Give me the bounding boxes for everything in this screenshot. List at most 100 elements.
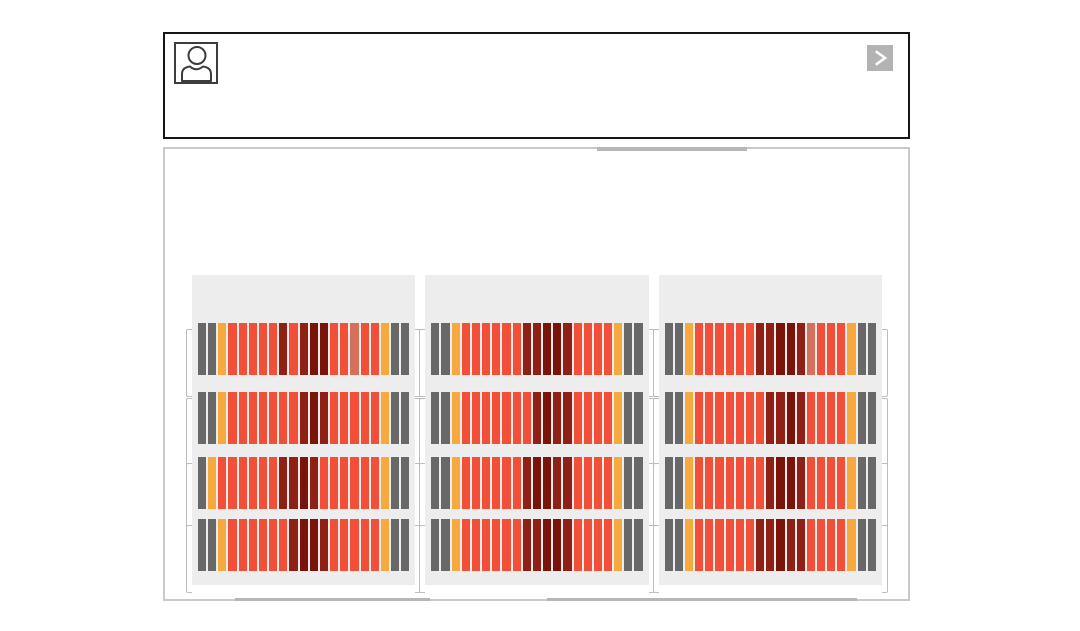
- book-spine[interactable]: [502, 323, 511, 375]
- book-spine[interactable]: [786, 519, 795, 571]
- book-spine[interactable]: [370, 323, 379, 375]
- book-spine[interactable]: [218, 323, 227, 375]
- book-spine[interactable]: [208, 392, 217, 444]
- book-spine[interactable]: [330, 323, 339, 375]
- book-spine[interactable]: [512, 323, 521, 375]
- book-spine[interactable]: [614, 457, 623, 509]
- book-spine[interactable]: [279, 457, 288, 509]
- book-spine[interactable]: [563, 392, 572, 444]
- book-spine[interactable]: [796, 392, 805, 444]
- book-spine[interactable]: [756, 392, 765, 444]
- book-spine[interactable]: [279, 323, 288, 375]
- book-spine[interactable]: [847, 457, 856, 509]
- book-spine[interactable]: [766, 519, 775, 571]
- book-spine[interactable]: [370, 519, 379, 571]
- book-spine[interactable]: [847, 519, 856, 571]
- book-spine[interactable]: [857, 519, 866, 571]
- book-spine[interactable]: [553, 457, 562, 509]
- book-spine[interactable]: [228, 392, 237, 444]
- book-spine[interactable]: [735, 392, 744, 444]
- book-spine[interactable]: [796, 457, 805, 509]
- book-spine[interactable]: [583, 323, 592, 375]
- book-spine[interactable]: [725, 457, 734, 509]
- book-spine[interactable]: [441, 519, 450, 571]
- book-spine[interactable]: [745, 519, 755, 571]
- book-spine[interactable]: [512, 457, 521, 509]
- book-spine[interactable]: [573, 519, 582, 571]
- book-spine[interactable]: [674, 392, 683, 444]
- book-spine[interactable]: [786, 323, 795, 375]
- book-spine[interactable]: [705, 323, 714, 375]
- book-spine[interactable]: [512, 392, 521, 444]
- book-spine[interactable]: [248, 323, 257, 375]
- book-spine[interactable]: [806, 392, 815, 444]
- book-spine[interactable]: [279, 392, 288, 444]
- book-spine[interactable]: [827, 392, 836, 444]
- book-spine[interactable]: [512, 519, 521, 571]
- book-spine[interactable]: [380, 323, 389, 375]
- book-spine[interactable]: [867, 323, 876, 375]
- book-spine[interactable]: [431, 457, 440, 509]
- book-spine[interactable]: [543, 323, 552, 375]
- book-spine[interactable]: [553, 519, 562, 571]
- book-spine[interactable]: [522, 392, 531, 444]
- book-spine[interactable]: [350, 392, 359, 444]
- book-spine[interactable]: [796, 323, 805, 375]
- book-spine[interactable]: [563, 457, 572, 509]
- book-spine[interactable]: [583, 392, 592, 444]
- book-spine[interactable]: [471, 323, 481, 375]
- book-spine[interactable]: [634, 457, 643, 509]
- book-spine[interactable]: [258, 323, 268, 375]
- book-spine[interactable]: [543, 392, 552, 444]
- book-spine[interactable]: [218, 457, 227, 509]
- book-spine[interactable]: [553, 323, 562, 375]
- book-spine[interactable]: [532, 519, 542, 571]
- book-spine[interactable]: [867, 392, 876, 444]
- book-spine[interactable]: [563, 323, 572, 375]
- book-spine[interactable]: [674, 519, 683, 571]
- book-spine[interactable]: [309, 323, 318, 375]
- book-spine[interactable]: [583, 519, 592, 571]
- book-spine[interactable]: [766, 392, 775, 444]
- book-spine[interactable]: [593, 392, 602, 444]
- book-spine[interactable]: [603, 457, 613, 509]
- book-spine[interactable]: [786, 457, 795, 509]
- book-spine[interactable]: [330, 457, 339, 509]
- book-spine[interactable]: [766, 457, 775, 509]
- book-spine[interactable]: [695, 519, 704, 571]
- book-spine[interactable]: [664, 519, 673, 571]
- book-spine[interactable]: [745, 323, 755, 375]
- book-spine[interactable]: [471, 392, 481, 444]
- book-spine[interactable]: [583, 457, 592, 509]
- book-spine[interactable]: [370, 392, 379, 444]
- book-spine[interactable]: [218, 519, 227, 571]
- book-spine[interactable]: [634, 392, 643, 444]
- book-spine[interactable]: [228, 457, 237, 509]
- book-spine[interactable]: [674, 457, 683, 509]
- book-spine[interactable]: [482, 392, 491, 444]
- book-spine[interactable]: [269, 519, 278, 571]
- book-spine[interactable]: [299, 457, 308, 509]
- book-spine[interactable]: [238, 323, 247, 375]
- book-spine[interactable]: [309, 519, 318, 571]
- book-spine[interactable]: [492, 392, 501, 444]
- book-spine[interactable]: [634, 519, 643, 571]
- book-spine[interactable]: [786, 392, 795, 444]
- book-spine[interactable]: [330, 392, 339, 444]
- book-spine[interactable]: [380, 392, 389, 444]
- book-spine[interactable]: [573, 457, 582, 509]
- book-spine[interactable]: [553, 392, 562, 444]
- book-spine[interactable]: [248, 457, 257, 509]
- book-spine[interactable]: [340, 392, 349, 444]
- book-spine[interactable]: [360, 323, 369, 375]
- book-spine[interactable]: [289, 519, 298, 571]
- submit-arrow-button[interactable]: [867, 45, 893, 71]
- book-spine[interactable]: [502, 519, 511, 571]
- book-spine[interactable]: [837, 519, 846, 571]
- book-spine[interactable]: [258, 519, 268, 571]
- book-spine[interactable]: [603, 323, 613, 375]
- book-spine[interactable]: [817, 323, 826, 375]
- book-spine[interactable]: [431, 519, 440, 571]
- book-spine[interactable]: [817, 519, 826, 571]
- book-spine[interactable]: [198, 457, 207, 509]
